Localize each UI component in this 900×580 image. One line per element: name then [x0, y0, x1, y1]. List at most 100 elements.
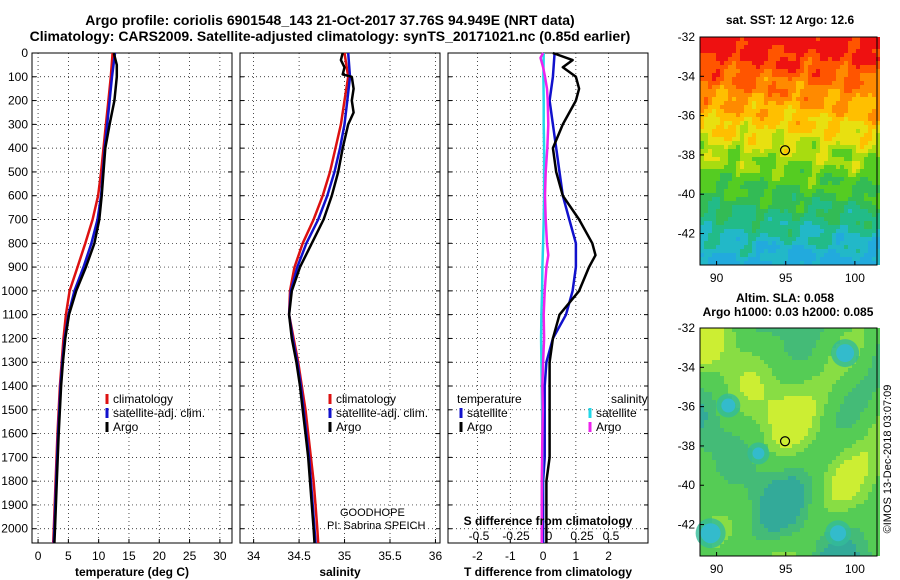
sst_map-cell — [784, 157, 788, 161]
sla_map-cell — [800, 408, 804, 412]
sst_map-cell — [800, 77, 804, 81]
sst_map-cell — [780, 189, 784, 193]
y-tick-label: 100 — [8, 70, 28, 84]
sla_map-cell — [840, 472, 844, 476]
sst_map-cell — [772, 201, 776, 205]
sst_map-cell — [820, 161, 824, 165]
sst_map-cell — [840, 189, 844, 193]
sst_map-cell — [856, 121, 860, 125]
sla_map-cell — [764, 396, 768, 400]
sla_map-cell — [848, 400, 852, 404]
sst_map-cell — [876, 241, 880, 245]
sst_map-cell — [736, 177, 740, 181]
sst_map-cell — [828, 101, 832, 105]
sla_map-cell — [876, 480, 880, 484]
sst_map-cell — [760, 157, 764, 161]
sst_map-cell — [728, 189, 732, 193]
sla_map-cell — [720, 380, 724, 384]
sla_map-cell — [716, 444, 720, 448]
sla_map-cell — [712, 464, 716, 468]
sst_map-cell — [868, 109, 872, 113]
sst_map-cell — [864, 137, 868, 141]
sla_map-cell — [828, 460, 832, 464]
sst_map-cell — [788, 249, 792, 253]
sla_map-cell — [856, 484, 860, 488]
sla_map-cell — [816, 452, 820, 456]
sla_map-cell — [792, 428, 796, 432]
sla_map-cell — [856, 444, 860, 448]
sla_map-cell — [716, 436, 720, 440]
sst_map-cell — [752, 81, 756, 85]
sst_map-cell — [724, 73, 728, 77]
sst_map-cell — [812, 69, 816, 73]
sst_map-cell — [856, 205, 860, 209]
sla_map-cell — [728, 492, 732, 496]
sst_map-cell — [856, 49, 860, 53]
sst_map-cell — [860, 69, 864, 73]
sst_map-cell — [716, 125, 720, 129]
sst_map-cell — [764, 221, 768, 225]
sst_map-cell — [756, 237, 760, 241]
sla_map-cell — [788, 428, 792, 432]
sst_map-cell — [712, 77, 716, 81]
sla_map-cell — [716, 488, 720, 492]
sst_map-cell — [712, 209, 716, 213]
sst_map-cell — [784, 57, 788, 61]
sla_map-cell — [760, 512, 764, 516]
sla_map-cell — [860, 384, 864, 388]
sst_map-cell — [708, 141, 712, 145]
sst_map-cell — [876, 173, 880, 177]
sla_map-cell — [876, 344, 880, 348]
sla_map-cell — [724, 480, 728, 484]
sla_map-cell — [852, 484, 856, 488]
sla_map-cell — [876, 372, 880, 376]
sla_map-cell — [812, 372, 816, 376]
sst_map-cell — [744, 201, 748, 205]
sst_map-cell — [832, 165, 836, 169]
sst_map-cell — [760, 101, 764, 105]
sst_map-cell — [812, 129, 816, 133]
sla_map-cell — [776, 440, 780, 444]
sst_map-cell — [796, 89, 800, 93]
sla_map-cell — [836, 496, 840, 500]
sst_map-cell — [736, 245, 740, 249]
panel-sla_map: 90 95 100-32-34-36-38-40-42 — [678, 321, 880, 576]
sla_map-cell — [824, 364, 828, 368]
sla_map-cell — [704, 364, 708, 368]
sst_map-cell — [736, 93, 740, 97]
sst_map-cell — [828, 109, 832, 113]
sst_map-cell — [860, 213, 864, 217]
sla_map-cell — [704, 436, 708, 440]
sst_map-cell — [736, 137, 740, 141]
sst_map-cell — [748, 93, 752, 97]
sla_map-cell — [736, 352, 740, 356]
sla_map-cell — [876, 460, 880, 464]
sla_map-cell — [832, 448, 836, 452]
sla_map-cell — [712, 404, 716, 408]
sst_map-cell — [820, 81, 824, 85]
sla_map-cell — [788, 344, 792, 348]
sst_map-cell — [704, 53, 708, 57]
sst_map-cell — [796, 161, 800, 165]
sst_map-cell — [796, 157, 800, 161]
sst_map-cell — [712, 61, 716, 65]
sla_map-cell — [772, 468, 776, 472]
sst_map-cell — [720, 37, 724, 41]
sla_map-cell — [704, 408, 708, 412]
differences-x-tick-label: 1 — [573, 549, 580, 563]
sla_map-cell — [784, 484, 788, 488]
sla_map-cell — [748, 440, 752, 444]
sla_map-cell — [860, 452, 864, 456]
sst_map-cell — [832, 77, 836, 81]
sla_map-cell — [732, 496, 736, 500]
sst_map-cell — [708, 49, 712, 53]
sla_map-cell — [752, 376, 756, 380]
sla_map-cell — [772, 404, 776, 408]
sla_map-cell — [828, 448, 832, 452]
sst_map-cell — [728, 213, 732, 217]
sla_map-cell — [840, 492, 844, 496]
sst_map-cell — [796, 37, 800, 41]
sst_map-cell — [720, 213, 724, 217]
sla_map-cell — [712, 456, 716, 460]
sst_map-cell — [832, 61, 836, 65]
